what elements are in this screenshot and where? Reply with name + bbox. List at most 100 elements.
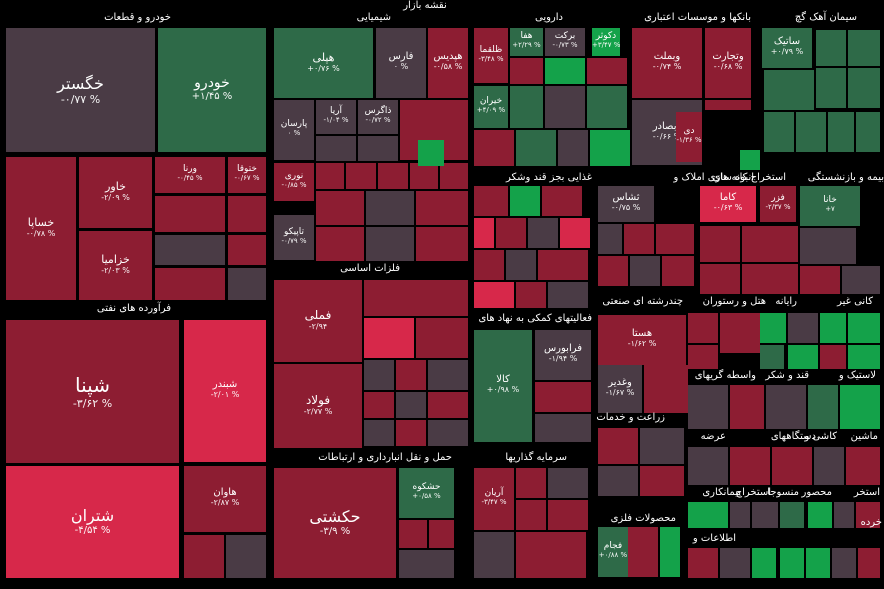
stock-tile[interactable] <box>730 447 770 485</box>
stock-tile[interactable] <box>752 502 778 528</box>
stock-tile[interactable]: هپلی +۰/۷۶ % <box>274 28 373 98</box>
stock-tile[interactable] <box>846 447 880 485</box>
stock-tile[interactable]: دکوثر +۳/۴۷ % <box>592 28 620 56</box>
sector-title[interactable]: بانکها و موسسات اعتباری <box>644 12 751 23</box>
stock-tile[interactable] <box>772 447 812 485</box>
stock-tile[interactable]: حکشتی -۳/۹ % <box>274 468 396 578</box>
stock-tile[interactable] <box>545 58 585 84</box>
stock-tile[interactable] <box>590 130 630 166</box>
stock-tile[interactable] <box>656 224 694 254</box>
stock-tile[interactable] <box>516 532 586 578</box>
stock-tile[interactable] <box>364 318 414 358</box>
stock-tile[interactable] <box>688 385 728 429</box>
stock-tile[interactable] <box>366 191 414 225</box>
sector-title[interactable]: زراعت و خدمات <box>596 412 665 423</box>
stock-tile[interactable] <box>548 500 588 530</box>
stock-tile[interactable] <box>155 268 225 300</box>
stock-tile[interactable] <box>440 163 468 189</box>
stock-tile[interactable] <box>587 58 627 84</box>
stock-tile[interactable]: پارسان ۰ % <box>274 100 314 160</box>
stock-tile[interactable] <box>184 535 224 578</box>
stock-tile[interactable]: فرابورس -۱/۹۴ % <box>535 330 591 380</box>
sector-title[interactable]: هتل و رستوران <box>702 296 766 307</box>
stock-tile[interactable]: ساتیک +۰/۷۹ % <box>762 28 812 68</box>
stock-tile[interactable] <box>788 345 818 369</box>
stock-tile[interactable] <box>538 250 588 280</box>
stock-tile[interactable] <box>848 68 880 108</box>
stock-tile[interactable]: دی -۱/۳۶ % <box>676 112 702 162</box>
sector-title[interactable]: فلزات اساسی <box>340 263 400 274</box>
stock-tile[interactable] <box>396 360 426 390</box>
stock-tile[interactable]: خیران +۴/۰۹ % <box>474 86 508 128</box>
sector-title[interactable]: محصور <box>801 487 832 498</box>
sector-title[interactable]: استخراج کانه های <box>712 172 786 183</box>
stock-tile[interactable] <box>155 235 225 265</box>
stock-tile[interactable] <box>416 191 468 225</box>
stock-tile[interactable]: تاپیکو -۰/۷۹ % <box>274 215 314 260</box>
sector-title[interactable]: سرمایه گذاریها <box>505 452 567 463</box>
stock-tile[interactable] <box>624 224 654 254</box>
sector-title[interactable]: شیمیایی <box>356 12 391 23</box>
stock-tile[interactable] <box>316 191 364 225</box>
stock-tile[interactable] <box>474 250 504 280</box>
stock-tile[interactable]: آریا -۱/۰۴ % <box>316 100 356 134</box>
stock-tile[interactable] <box>598 466 638 496</box>
stock-tile[interactable] <box>416 318 468 358</box>
stock-tile[interactable] <box>720 548 750 578</box>
sector-title[interactable]: بیمه و بازنشستگی <box>807 172 884 183</box>
stock-tile[interactable]: نوری -۰/۸۵ % <box>274 163 314 201</box>
stock-tile[interactable] <box>856 502 880 528</box>
stock-tile[interactable] <box>730 502 750 528</box>
stock-tile[interactable] <box>840 385 880 429</box>
stock-tile[interactable] <box>848 345 880 369</box>
stock-tile[interactable] <box>399 520 427 548</box>
stock-tile[interactable] <box>378 163 408 189</box>
sector-title[interactable]: پیمانکاری <box>702 487 741 498</box>
stock-tile[interactable]: فولاد -۲/۷۷ % <box>274 364 362 448</box>
stock-tile[interactable] <box>358 136 398 161</box>
stock-tile[interactable]: فارس ۰ % <box>376 28 426 98</box>
stock-tile[interactable] <box>496 218 526 248</box>
stock-tile[interactable] <box>418 140 444 166</box>
stock-tile[interactable] <box>766 385 806 429</box>
stock-tile[interactable]: شپنا -۳/۶۲ % <box>6 320 179 463</box>
stock-tile[interactable] <box>828 112 854 152</box>
stock-tile[interactable] <box>474 218 494 248</box>
stock-tile[interactable] <box>474 130 514 166</box>
stock-tile[interactable] <box>628 527 658 577</box>
stock-tile[interactable] <box>742 264 798 294</box>
stock-tile[interactable] <box>700 226 740 262</box>
stock-tile[interactable] <box>428 420 468 446</box>
stock-tile[interactable] <box>814 447 844 485</box>
sector-title[interactable]: انبوه سازی املاک و <box>673 172 754 183</box>
stock-tile[interactable] <box>640 466 684 496</box>
stock-tile[interactable] <box>660 527 680 577</box>
stock-tile[interactable]: کالا +۰/۹۸ % <box>474 330 532 442</box>
stock-tile[interactable] <box>364 420 394 446</box>
sector-title[interactable]: استخراج <box>735 487 771 498</box>
stock-tile[interactable]: حشکوه +۰/۵۸ % <box>399 468 454 518</box>
stock-tile[interactable] <box>700 264 740 294</box>
sector-title[interactable]: کاشی و <box>804 431 837 442</box>
stock-tile[interactable] <box>429 520 454 548</box>
sector-title[interactable]: عرضه <box>700 431 726 442</box>
stock-tile[interactable] <box>808 502 832 528</box>
stock-tile[interactable] <box>806 548 830 578</box>
stock-tile[interactable] <box>510 58 543 84</box>
sector-title[interactable]: سیمان آهک گچ <box>794 12 857 23</box>
sector-title[interactable]: کانی غیر <box>837 296 873 307</box>
stock-tile[interactable] <box>364 280 468 316</box>
stock-tile[interactable] <box>545 86 585 128</box>
stock-tile[interactable] <box>428 392 468 418</box>
stock-tile[interactable] <box>558 130 588 166</box>
sector-title[interactable]: لاستیک و <box>838 370 876 381</box>
stock-tile[interactable] <box>598 224 622 254</box>
stock-tile[interactable] <box>510 86 543 128</box>
sector-title[interactable]: منسوجا <box>767 487 799 498</box>
stock-tile[interactable] <box>760 313 786 343</box>
stock-tile[interactable] <box>688 313 718 343</box>
stock-tile[interactable] <box>228 196 266 232</box>
stock-tile[interactable] <box>528 218 558 248</box>
stock-tile[interactable] <box>226 535 266 578</box>
sector-title[interactable]: چندرشته ای صنعتی <box>602 296 683 307</box>
